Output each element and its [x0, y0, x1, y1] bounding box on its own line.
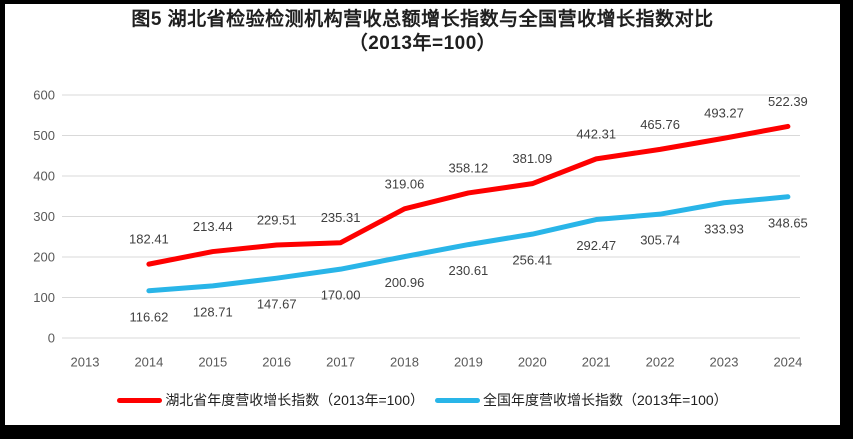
chart-legend: 湖北省年度营收增长指数（2013年=100） 全国年度营收增长指数（2013年=…	[5, 392, 840, 408]
x-axis-tick-label: 2016	[262, 355, 291, 370]
x-axis-tick-label: 2023	[710, 355, 739, 370]
data-label: 230.61	[449, 263, 489, 278]
x-axis-tick-label: 2015	[198, 355, 227, 370]
chart-title: 图5 湖北省检验检测机构营收总额增长指数与全国营收增长指数对比 （2013年=1…	[5, 8, 840, 56]
data-label: 333.93	[704, 221, 744, 236]
data-label: 381.09	[512, 151, 552, 166]
data-label: 170.00	[321, 288, 361, 303]
data-label: 348.65	[768, 215, 808, 230]
y-axis-tick-label: 100	[33, 290, 55, 305]
x-axis-tick-label: 2013	[71, 355, 100, 370]
data-label: 493.27	[704, 106, 744, 121]
legend-item-hubei: 湖北省年度营收增长指数（2013年=100）	[117, 392, 424, 408]
legend-label-hubei: 湖北省年度营收增长指数（2013年=100）	[165, 392, 424, 408]
y-axis-tick-label: 200	[33, 250, 55, 265]
data-label: 256.41	[512, 253, 552, 268]
national-series-swatch-icon	[435, 397, 480, 403]
data-label: 213.44	[193, 219, 233, 234]
data-label: 147.67	[257, 297, 297, 312]
data-label: 319.06	[385, 176, 425, 191]
data-label: 358.12	[449, 160, 489, 175]
y-axis-tick-label: 400	[33, 169, 55, 184]
x-axis-tick-label: 2018	[390, 355, 419, 370]
x-axis-tick-label: 2017	[326, 355, 355, 370]
data-label: 229.51	[257, 213, 297, 228]
x-axis-tick-label: 2019	[454, 355, 483, 370]
y-axis-tick-label: 0	[48, 331, 55, 346]
data-label: 116.62	[130, 309, 169, 324]
legend-item-national: 全国年度营收增长指数（2013年=100）	[435, 392, 728, 408]
data-label: 235.31	[321, 210, 361, 225]
chart-subtitle: （2013年=100）	[348, 33, 497, 54]
national-series-line	[146, 194, 791, 294]
x-axis-tick-label: 2020	[518, 355, 547, 370]
x-axis-tick-label: 2021	[582, 355, 611, 370]
legend-label-national: 全国年度营收增长指数（2013年=100）	[483, 392, 728, 408]
x-axis-tick-label: 2024	[773, 355, 802, 370]
data-label: 200.96	[385, 275, 425, 290]
hubei-series-line	[146, 123, 791, 267]
y-axis-tick-label: 300	[33, 209, 55, 224]
hubei-series-swatch-icon	[117, 397, 163, 403]
data-label: 292.47	[576, 238, 616, 253]
x-axis-tick-label: 2014	[134, 355, 163, 370]
line-chart-plot: 0 100 200 300 400 500 600 2013 2014 2015 2016 2017 2…	[33, 88, 808, 370]
chart-title-line1: 图5 湖北省检验检测机构营收总额增长指数与全国营收增长指数对比	[131, 9, 714, 30]
data-label: 128.71	[193, 304, 233, 319]
data-label: 522.39	[768, 94, 808, 109]
data-label: 305.74	[640, 233, 680, 248]
data-label: 465.76	[640, 117, 680, 132]
data-label: 442.31	[576, 126, 616, 141]
data-label: 182.41	[129, 232, 169, 247]
y-axis-tick-label: 500	[33, 128, 55, 143]
x-axis-tick-label: 2022	[646, 355, 675, 370]
y-axis-tick-label: 600	[33, 88, 55, 103]
